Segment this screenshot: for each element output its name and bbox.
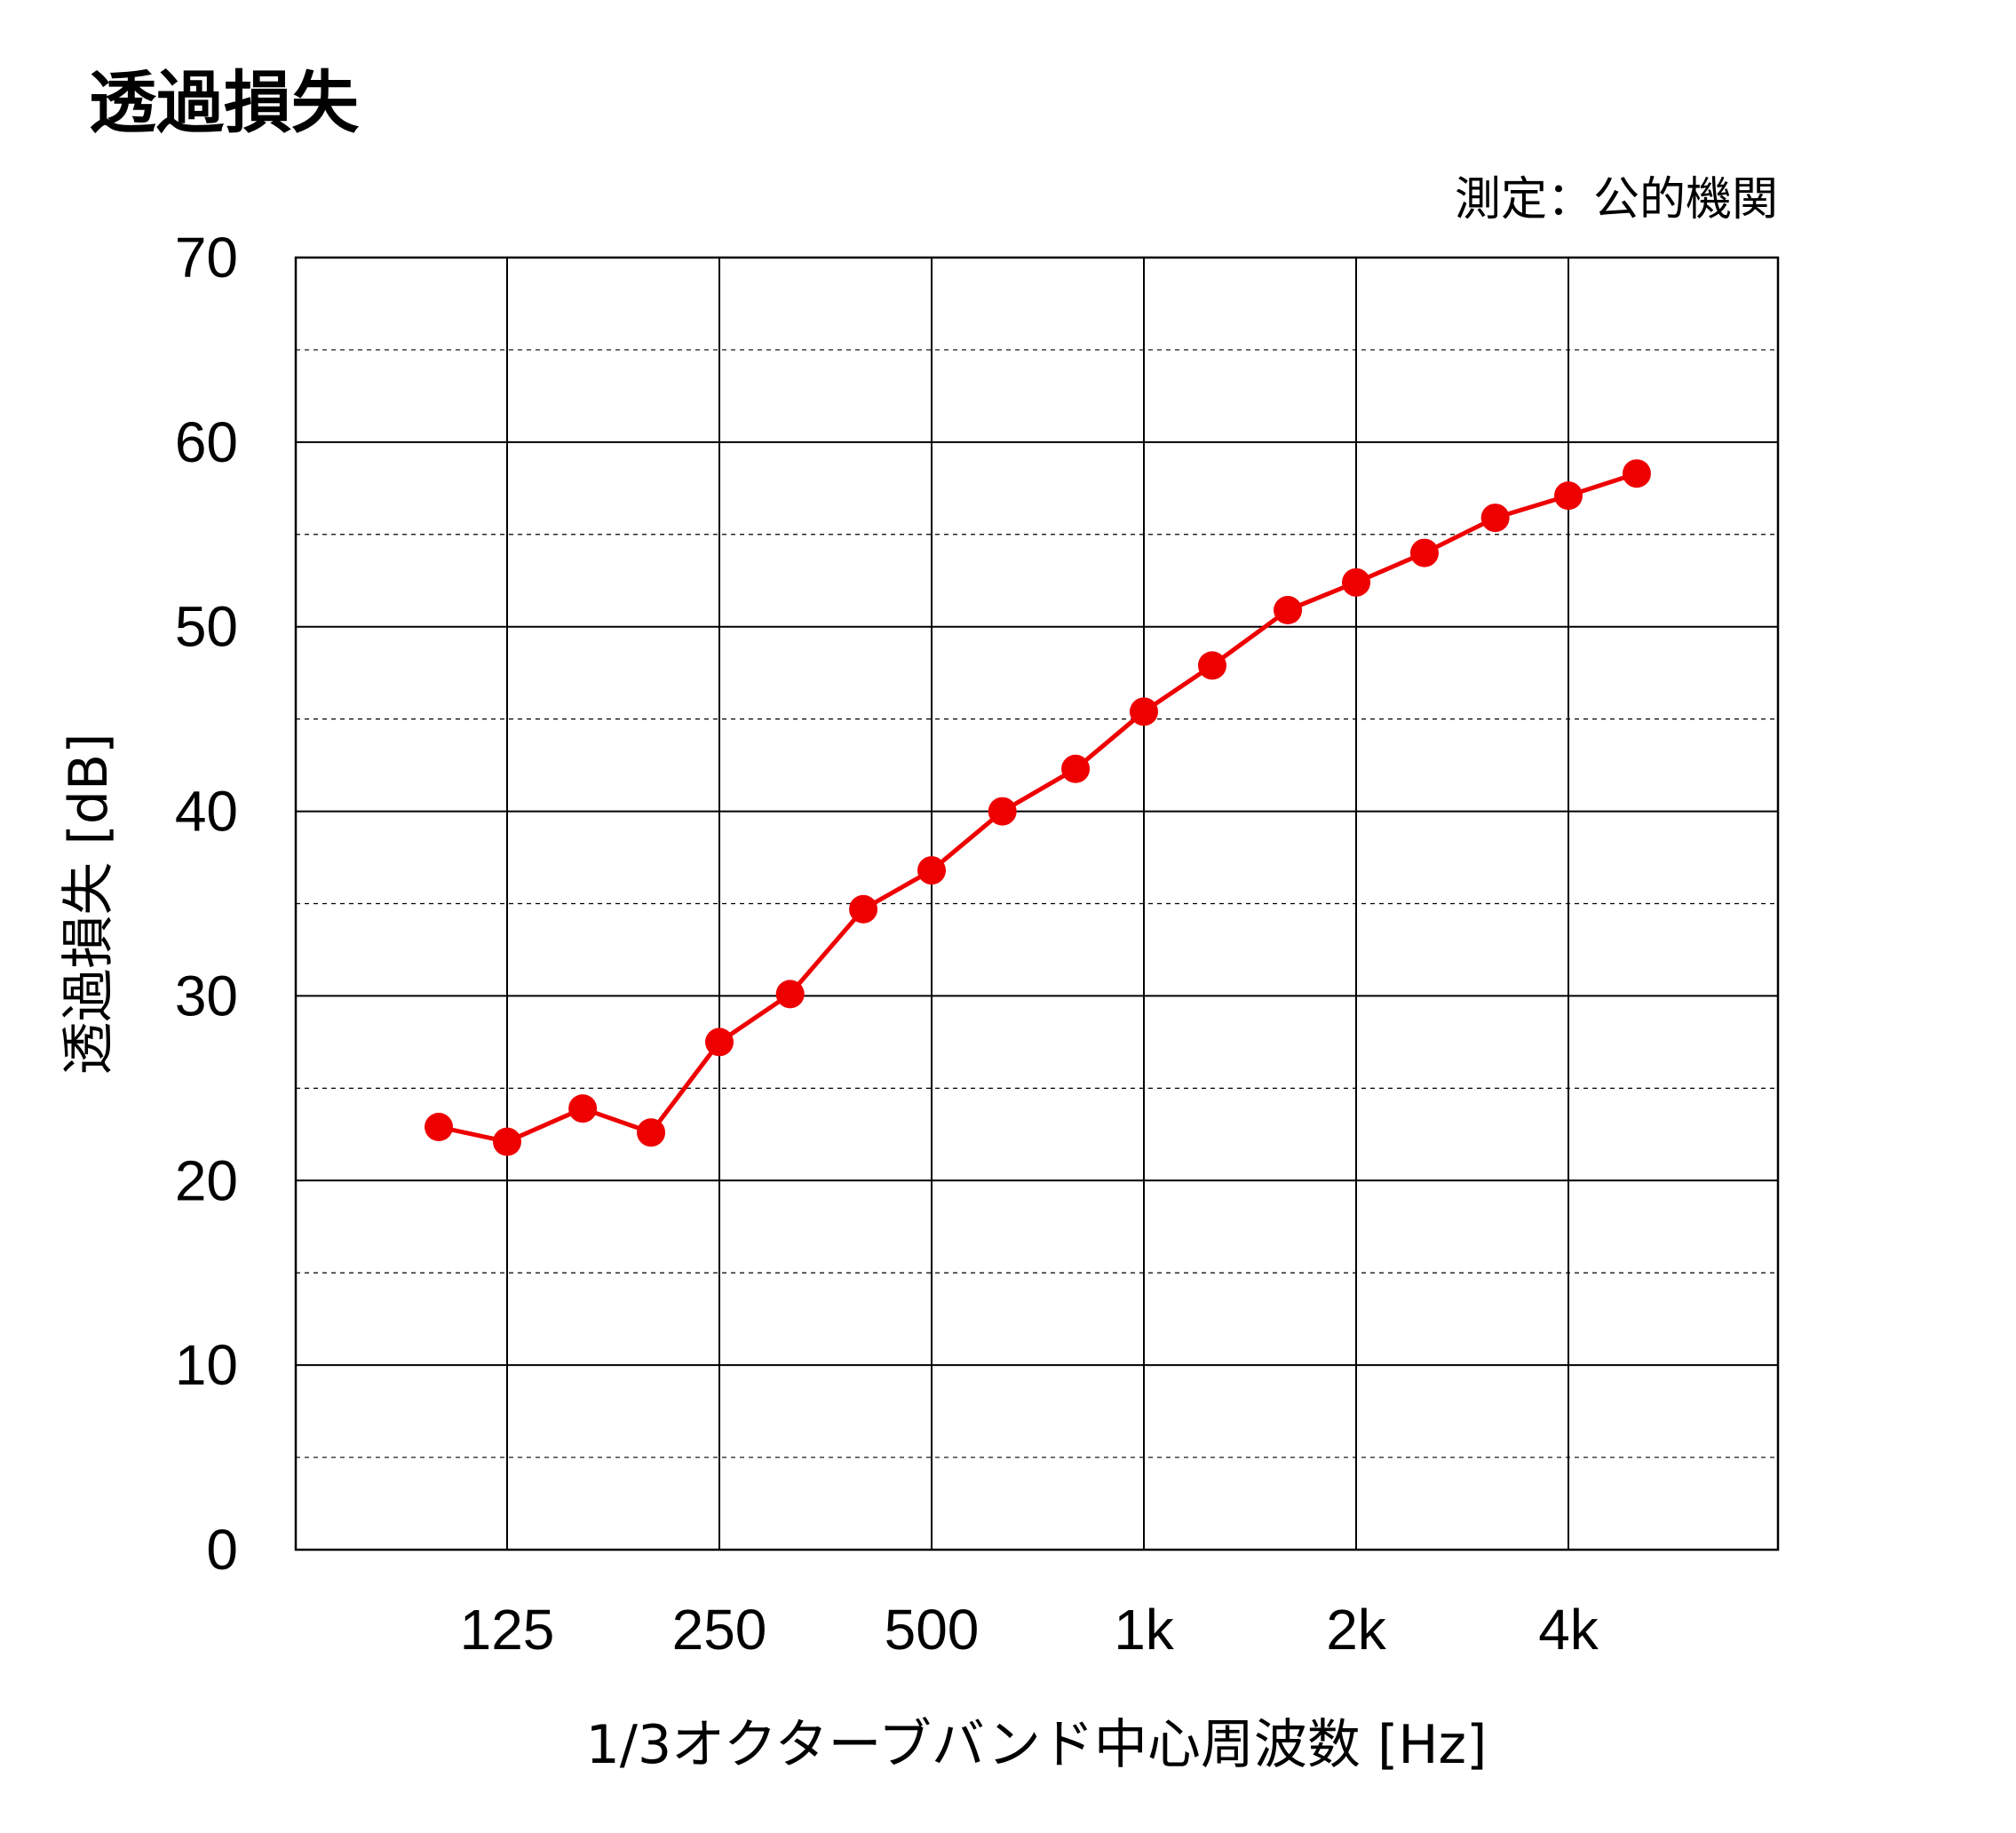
major-gridlines bbox=[296, 258, 1778, 1550]
y-tick-label: 0 bbox=[206, 1518, 238, 1582]
plot-frame bbox=[294, 256, 1780, 1551]
y-tick-label: 20 bbox=[175, 1148, 238, 1212]
data-point bbox=[568, 1094, 598, 1123]
y-tick-label: 70 bbox=[175, 226, 238, 290]
data-point bbox=[1342, 567, 1370, 597]
data-point bbox=[1274, 596, 1303, 625]
x-tick-label: 2k bbox=[1326, 1598, 1387, 1662]
chart-title: 透過損失 bbox=[89, 63, 360, 142]
data-point bbox=[425, 1113, 454, 1142]
data-point bbox=[1061, 754, 1091, 783]
y-axis-label: 透過損失 [dB] bbox=[58, 733, 120, 1075]
y-tick-label: 40 bbox=[175, 780, 238, 844]
x-tick-label: 125 bbox=[460, 1598, 555, 1662]
data-series bbox=[425, 459, 1651, 1156]
x-tick-label: 4k bbox=[1538, 1598, 1599, 1662]
y-tick-label: 60 bbox=[175, 410, 238, 474]
x-tick-label: 250 bbox=[672, 1598, 767, 1662]
data-point bbox=[1554, 481, 1583, 511]
y-tick-label: 10 bbox=[175, 1333, 238, 1397]
x-tick-label: 1k bbox=[1114, 1598, 1175, 1662]
x-tick-labels: 125 250 500 1k 2k 4k bbox=[460, 1598, 1599, 1662]
data-point bbox=[1480, 504, 1510, 533]
y-tick-label: 50 bbox=[175, 595, 238, 659]
y-tick-labels: 0 10 20 30 40 50 60 70 bbox=[175, 226, 238, 1582]
data-point bbox=[775, 980, 805, 1009]
data-point bbox=[849, 894, 878, 924]
data-point bbox=[1622, 459, 1651, 488]
data-point bbox=[1130, 697, 1158, 726]
data-point bbox=[917, 856, 946, 885]
x-tick-label: 500 bbox=[885, 1598, 980, 1662]
y-tick-label: 30 bbox=[175, 964, 238, 1028]
data-point bbox=[988, 797, 1017, 826]
measurement-note: 測定：公的機関 bbox=[1455, 173, 1778, 226]
data-point bbox=[705, 1028, 734, 1057]
series-line bbox=[438, 471, 1638, 1145]
data-point bbox=[637, 1118, 666, 1147]
data-point bbox=[1197, 651, 1226, 680]
data-point bbox=[493, 1127, 521, 1156]
minor-gridlines bbox=[296, 349, 1778, 1458]
x-axis-label: 1/3オクターブバンド中心周波数 [Hz] bbox=[586, 1714, 1488, 1776]
data-point bbox=[1409, 538, 1439, 567]
